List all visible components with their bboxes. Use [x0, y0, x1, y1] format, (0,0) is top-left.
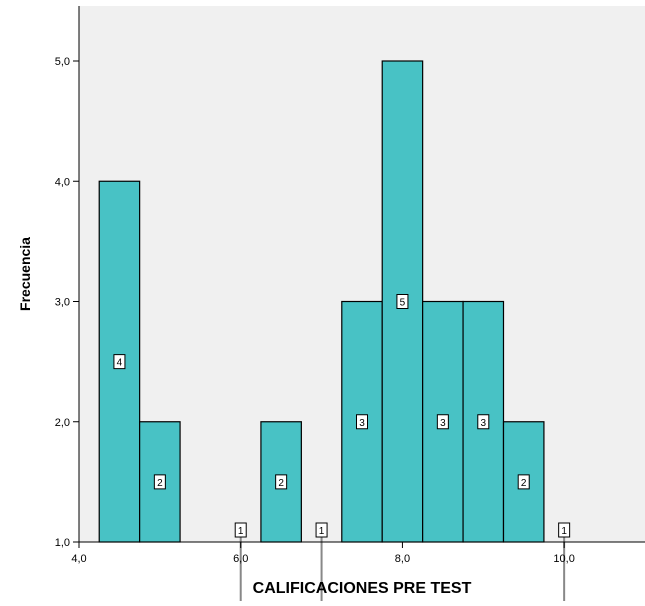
single-count-label-box — [315, 522, 328, 538]
bar-value-label: 2 — [521, 478, 527, 489]
bar-value-label: 4 — [117, 358, 123, 369]
bar-value-label: 2 — [278, 478, 284, 489]
bar-value-label-box — [113, 354, 126, 370]
bar-value-label: 3 — [481, 418, 487, 429]
single-count-label-box — [558, 522, 571, 538]
bar-value-label-box — [396, 294, 409, 309]
bar-value-label-box — [275, 474, 288, 490]
x-tick-label: 4,0 — [71, 553, 86, 565]
bar-value-label-box — [517, 474, 530, 490]
y-tick-label: 5,0 — [55, 56, 70, 68]
bar-value-label-box — [153, 474, 166, 490]
bar-value-label-box — [436, 414, 449, 430]
x-axis-title: CALIFICACIONES PRE TEST — [253, 580, 472, 597]
bar-value-label: 3 — [359, 418, 365, 429]
y-tick-label: 1,0 — [55, 537, 70, 549]
x-tick-label: 6,0 — [233, 553, 248, 565]
y-tick-label: 3,0 — [55, 297, 70, 309]
y-axis-title: Frecuencia — [17, 237, 33, 311]
bar-value-label: 2 — [157, 478, 163, 489]
single-count-label: 1 — [319, 526, 325, 537]
x-tick-label: 10,0 — [553, 553, 574, 565]
bar-value-label: 3 — [440, 418, 446, 429]
single-count-label: 1 — [561, 526, 567, 537]
bar-value-label-box — [356, 414, 368, 430]
x-tick-label: 8,0 — [395, 553, 410, 565]
single-count-label-box — [234, 522, 247, 538]
data-labels-layer: 4 2 2 3 5 3 3 2 1 1 1 — [113, 294, 571, 538]
bar-value-label-box — [477, 414, 490, 430]
axes-layer: 1,0 2,0 3,0 4,0 5,0 4,0 6,0 8,0 10,0 — [55, 6, 645, 565]
y-tick-label: 4,0 — [55, 176, 70, 188]
bar-value-label: 5 — [400, 298, 406, 309]
single-count-label: 1 — [238, 526, 244, 537]
y-tick-label: 2,0 — [55, 417, 70, 429]
